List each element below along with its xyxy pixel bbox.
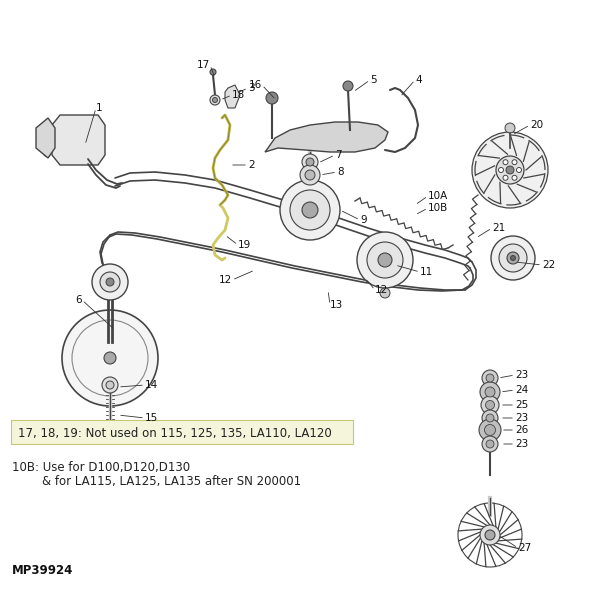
Circle shape <box>210 69 216 75</box>
Text: 11: 11 <box>420 267 433 277</box>
Circle shape <box>482 436 498 452</box>
Text: 23: 23 <box>515 413 528 423</box>
Text: 22: 22 <box>542 260 555 270</box>
Circle shape <box>496 156 524 184</box>
Text: 2: 2 <box>248 160 254 170</box>
Text: 20: 20 <box>530 120 543 130</box>
Text: 12: 12 <box>375 285 388 295</box>
Circle shape <box>481 396 499 414</box>
Text: 27: 27 <box>518 543 531 553</box>
Circle shape <box>290 190 330 230</box>
Circle shape <box>62 310 158 406</box>
Circle shape <box>357 232 413 288</box>
Text: 10A: 10A <box>428 191 448 201</box>
FancyBboxPatch shape <box>11 420 353 444</box>
Circle shape <box>305 170 315 180</box>
Circle shape <box>486 414 494 422</box>
Circle shape <box>306 158 314 166</box>
Circle shape <box>511 256 515 260</box>
Circle shape <box>367 242 403 278</box>
Circle shape <box>106 278 114 286</box>
Polygon shape <box>52 115 105 165</box>
Circle shape <box>512 175 517 180</box>
Circle shape <box>482 370 498 386</box>
Circle shape <box>44 149 50 157</box>
Text: 23: 23 <box>515 370 528 380</box>
Circle shape <box>499 244 527 272</box>
Text: 7: 7 <box>335 150 341 160</box>
Circle shape <box>266 92 278 104</box>
Circle shape <box>480 525 500 545</box>
Text: 15: 15 <box>145 413 158 423</box>
Polygon shape <box>36 118 55 158</box>
Circle shape <box>491 236 535 280</box>
Circle shape <box>100 272 120 292</box>
Circle shape <box>302 154 318 170</box>
Circle shape <box>486 374 494 382</box>
Circle shape <box>102 377 118 393</box>
Circle shape <box>485 401 494 409</box>
Circle shape <box>503 175 508 180</box>
Text: 8: 8 <box>337 167 344 177</box>
Circle shape <box>210 95 220 105</box>
Text: 13: 13 <box>330 300 343 310</box>
Text: 18: 18 <box>232 90 245 100</box>
Text: 9: 9 <box>360 215 367 225</box>
Circle shape <box>78 116 86 124</box>
Circle shape <box>517 167 521 173</box>
Text: 10B: Use for D100,D120,D130: 10B: Use for D100,D120,D130 <box>12 461 190 475</box>
Circle shape <box>88 116 96 124</box>
Polygon shape <box>265 122 388 152</box>
Text: 26: 26 <box>515 425 528 435</box>
Circle shape <box>212 97 218 103</box>
Circle shape <box>479 419 501 441</box>
Text: 24: 24 <box>515 385 528 395</box>
Circle shape <box>38 131 46 139</box>
Circle shape <box>472 132 548 208</box>
Circle shape <box>512 160 517 165</box>
Circle shape <box>343 81 353 91</box>
Text: MP39924: MP39924 <box>12 563 73 577</box>
Text: 17, 18, 19: Not used on 115, 125, 135, LA110, LA120: 17, 18, 19: Not used on 115, 125, 135, L… <box>18 427 332 439</box>
Circle shape <box>102 425 118 441</box>
Circle shape <box>507 252 519 264</box>
Text: 5: 5 <box>370 75 377 85</box>
Text: 10B: 10B <box>428 203 448 213</box>
Circle shape <box>280 180 340 240</box>
Circle shape <box>480 382 500 402</box>
Text: 3: 3 <box>248 83 254 93</box>
Polygon shape <box>225 85 240 108</box>
Text: 6: 6 <box>76 295 82 305</box>
Circle shape <box>92 264 128 300</box>
Circle shape <box>499 167 503 173</box>
Circle shape <box>106 381 114 389</box>
Circle shape <box>68 116 76 124</box>
Text: 14: 14 <box>145 380 158 390</box>
Text: 12: 12 <box>219 275 232 285</box>
Text: 19: 19 <box>238 240 251 250</box>
Circle shape <box>378 253 392 267</box>
Circle shape <box>104 352 116 364</box>
Text: 23: 23 <box>515 439 528 449</box>
Circle shape <box>300 165 320 185</box>
Circle shape <box>485 425 496 436</box>
Circle shape <box>38 139 46 147</box>
Circle shape <box>505 123 515 133</box>
Circle shape <box>485 530 495 540</box>
Circle shape <box>302 202 318 218</box>
Text: 1: 1 <box>96 103 103 113</box>
Circle shape <box>482 410 498 426</box>
Text: 4: 4 <box>415 75 422 85</box>
Circle shape <box>485 387 495 397</box>
Text: 21: 21 <box>492 223 505 233</box>
Circle shape <box>506 166 514 174</box>
Text: & for LA115, LA125, LA135 after SN 200001: & for LA115, LA125, LA135 after SN 20000… <box>12 475 301 488</box>
Text: 16: 16 <box>249 80 262 90</box>
Text: 25: 25 <box>515 400 528 410</box>
Circle shape <box>486 440 494 448</box>
Circle shape <box>380 288 390 298</box>
Circle shape <box>503 160 508 165</box>
Text: 17: 17 <box>197 60 210 70</box>
